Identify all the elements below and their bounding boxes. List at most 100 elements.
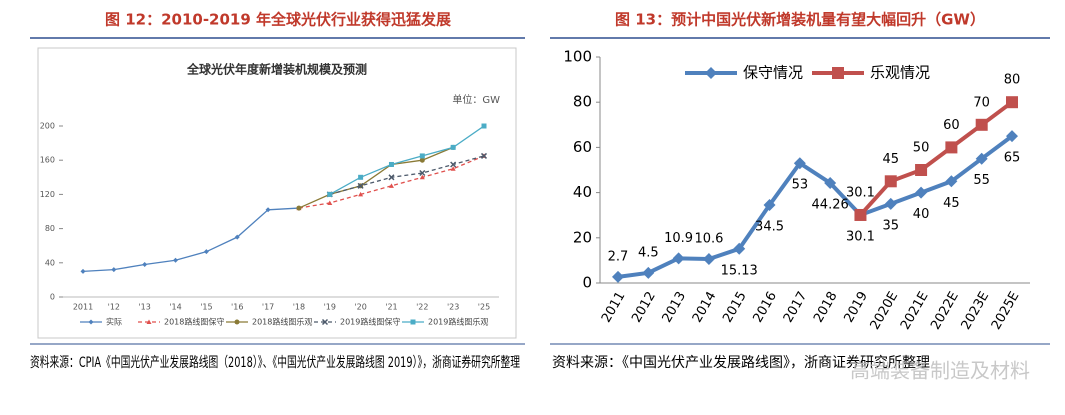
- figure-title: 图 13：预计中国光伏新增装机量有望大幅回升（GW）: [615, 11, 985, 29]
- data-label: 70: [973, 95, 990, 110]
- marker: [733, 242, 746, 255]
- source: 资料来源：《中国光伏产业发展路线图》，浙商证券研究所整理: [552, 355, 930, 371]
- x-tick-label: '18: [293, 303, 305, 312]
- marker: [111, 267, 117, 273]
- marker: [80, 268, 86, 274]
- marker: [945, 141, 958, 154]
- marker: [884, 197, 897, 210]
- data-label: 35: [882, 218, 899, 233]
- data-label: 60: [943, 118, 960, 133]
- marker: [945, 175, 958, 188]
- y-tick-label: 160: [40, 156, 55, 165]
- marker: [824, 176, 837, 189]
- marker: [296, 205, 302, 211]
- data-label: 34.5: [755, 220, 784, 235]
- y-tick-label: 0: [50, 293, 55, 302]
- data-label: 50: [913, 141, 930, 156]
- series-line: [298, 146, 454, 209]
- data-label: 4.5: [638, 245, 659, 260]
- data-label: 10.9: [664, 231, 693, 246]
- y-tick-label: 40: [573, 183, 592, 201]
- data-label: 15.13: [721, 263, 758, 278]
- marker: [265, 207, 271, 213]
- y-tick-label: 80: [45, 224, 55, 233]
- marker: [884, 175, 897, 188]
- marker: [763, 199, 776, 212]
- legend-label: 乐观情况: [870, 64, 930, 82]
- marker: [612, 270, 624, 283]
- data-label: 45: [943, 196, 960, 211]
- x-tick-label: '21: [385, 303, 397, 312]
- marker: [854, 208, 867, 221]
- x-tick-label: '16: [231, 303, 243, 312]
- x-tick-label: '22: [416, 303, 428, 312]
- marker: [1006, 96, 1018, 109]
- marker: [793, 157, 806, 170]
- data-label: 40: [913, 207, 930, 222]
- marker: [642, 266, 655, 279]
- data-label: 2.7: [608, 249, 629, 264]
- marker: [142, 262, 148, 268]
- marker: [975, 118, 988, 131]
- data-label: 30.1: [846, 229, 875, 244]
- figure-title: 图 12：2010-2019 年全球光伏行业获得迅猛发展: [105, 11, 451, 29]
- x-tick-label: '12: [108, 303, 120, 312]
- data-label: 45: [882, 152, 899, 167]
- y-tick-label: 120: [40, 190, 55, 199]
- x-tick-label: '14: [169, 303, 181, 312]
- data-label: 53: [792, 178, 809, 193]
- y-tick-label: 60: [573, 138, 592, 156]
- legend-label: 2019路线图乐观: [428, 317, 488, 327]
- data-label: 65: [1004, 151, 1021, 166]
- marker: [388, 161, 394, 167]
- legend-marker: [146, 319, 152, 324]
- legend-label: 2018路线图保守: [164, 317, 224, 327]
- y-tick-label: 40: [45, 258, 55, 267]
- chart-frame: [37, 47, 517, 339]
- marker: [203, 249, 209, 255]
- series-line: [329, 155, 485, 196]
- legend-label: 实际: [106, 317, 122, 327]
- marker: [672, 252, 685, 265]
- marker: [357, 182, 364, 189]
- y-tick-label: 80: [573, 93, 592, 111]
- unit-label: 单位：GW: [452, 93, 500, 106]
- marker: [327, 200, 333, 205]
- marker: [358, 174, 364, 180]
- x-tick-label: '13: [138, 303, 150, 312]
- marker: [388, 183, 394, 188]
- marker: [975, 152, 988, 165]
- marker: [481, 123, 487, 129]
- x-tick-label: '23: [447, 303, 459, 312]
- x-tick-label: '25: [478, 303, 490, 312]
- marker: [419, 174, 425, 180]
- x-tick-label: 2011: [73, 303, 93, 312]
- legend-label: 保守情况: [743, 64, 803, 82]
- data-label: 44.26: [812, 197, 849, 212]
- marker: [419, 157, 425, 163]
- data-label: 55: [973, 173, 990, 188]
- legend-marker: [88, 319, 94, 325]
- marker: [419, 153, 425, 159]
- source: 资料来源：CPIA《中国光伏产业发展路线图（2018）》、《中国光伏产业发展路线…: [30, 355, 520, 371]
- x-tick-label: '19: [324, 303, 336, 312]
- legend-marker: [234, 319, 240, 325]
- series-line: [82, 207, 299, 272]
- x-tick-label: '17: [262, 303, 274, 312]
- series-line: [329, 125, 485, 195]
- legend-label: 2019路线图保守: [340, 317, 400, 327]
- data-label: 10.6: [694, 232, 723, 247]
- marker: [358, 191, 364, 197]
- marker: [234, 234, 240, 240]
- marker: [327, 191, 333, 197]
- data-label: 30.1: [846, 185, 875, 200]
- marker: [702, 253, 715, 266]
- marker: [450, 161, 457, 168]
- marker: [173, 257, 179, 263]
- y-tick-label: 200: [40, 122, 55, 131]
- marker: [450, 166, 456, 171]
- x-tick-label: '15: [200, 303, 212, 312]
- marker: [915, 164, 928, 176]
- marker: [832, 67, 844, 79]
- watermark: 高端装备制造及材料: [850, 359, 1030, 383]
